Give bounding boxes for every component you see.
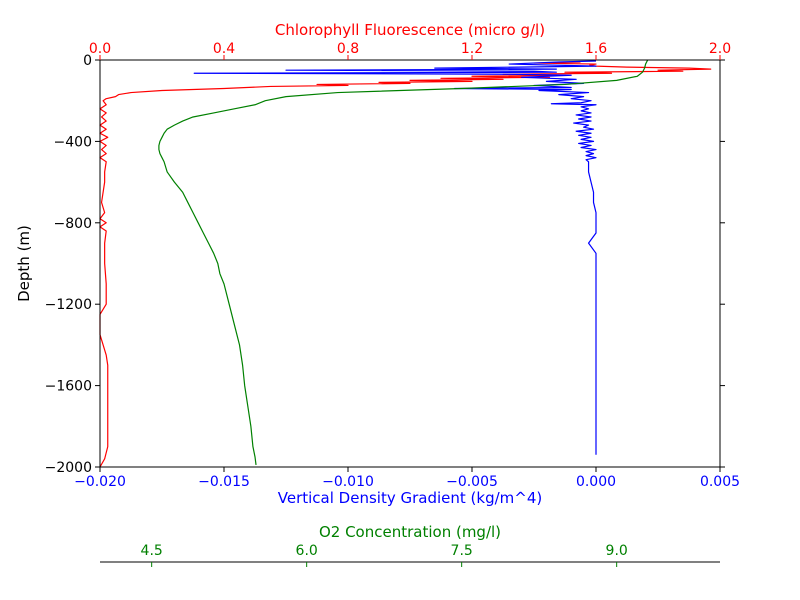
top-tick-label: 1.6	[585, 41, 607, 57]
bottom-tick-label: −0.005	[446, 474, 498, 490]
plot-frame	[99, 59, 721, 468]
top-tick-label: 0.8	[337, 41, 359, 57]
y-tick-label: 0	[83, 53, 92, 69]
density-series-line	[193, 60, 597, 455]
y-tick-label: −400	[54, 134, 92, 150]
fluorescence-series-line	[99, 61, 712, 468]
bottom-tick-label: −0.020	[74, 474, 126, 490]
bottom-tick-label: 0.005	[700, 474, 740, 490]
top-tick-label: 2.0	[709, 41, 731, 57]
bottom-tick-label: 0.000	[576, 474, 616, 490]
oxygen-axis-title: O2 Concentration (mg/l)	[319, 523, 501, 541]
oxygen-tick-label: 6.0	[296, 543, 318, 559]
oxygen-tick-label: 7.5	[451, 543, 473, 559]
top-tick-label: 1.2	[461, 41, 483, 57]
bottom-tick-label: −0.010	[322, 474, 374, 490]
bottom-tick-label: −0.015	[198, 474, 250, 490]
oxygen-series-line	[158, 59, 649, 466]
y-tick-label: −1600	[45, 379, 92, 395]
bottom-axis-title: Vertical Density Gradient (kg/m^4)	[278, 489, 542, 507]
top-tick-label: 0.0	[89, 41, 111, 57]
y-axis-title: Depth (m)	[15, 225, 33, 302]
top-tick-label: 0.4	[213, 41, 235, 57]
y-tick-label: −800	[54, 216, 92, 232]
oxygen-tick-label: 4.5	[141, 543, 163, 559]
oxygen-tick-label: 9.0	[606, 543, 628, 559]
y-tick-label: −1200	[45, 297, 92, 313]
y-tick-label: −2000	[45, 460, 92, 476]
top-axis-title: Chlorophyll Fluorescence (micro g/l)	[275, 21, 545, 39]
